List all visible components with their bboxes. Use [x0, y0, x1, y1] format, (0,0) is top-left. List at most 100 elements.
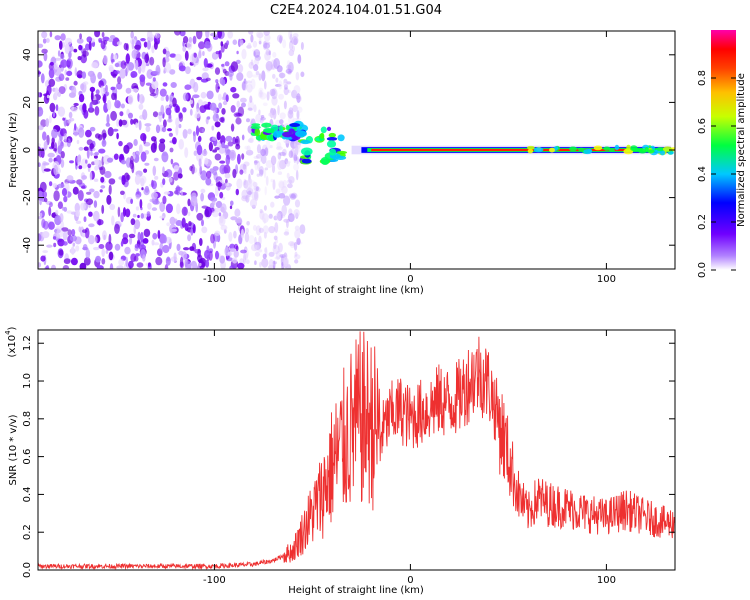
noise-blob	[121, 160, 127, 165]
noise-blob	[117, 76, 122, 85]
noise-blob	[48, 115, 52, 124]
noise-blob	[272, 179, 276, 191]
noise-blob	[152, 71, 159, 75]
noise-blob	[100, 176, 105, 183]
noise-blob	[283, 78, 288, 84]
noise-blob	[246, 80, 252, 84]
noise-blob	[96, 265, 104, 269]
noise-blob	[85, 159, 88, 164]
noise-blob	[184, 222, 189, 232]
noise-blob	[106, 114, 110, 125]
noise-blob	[256, 154, 262, 159]
noise-blob	[130, 198, 134, 204]
noise-blob	[251, 244, 258, 252]
noise-blob	[253, 156, 259, 159]
noise-blob	[46, 84, 52, 95]
noise-blob	[60, 151, 65, 159]
noise-blob	[291, 36, 299, 46]
noise-blob	[61, 227, 69, 232]
noise-blob	[179, 256, 184, 268]
noise-blob	[114, 100, 121, 109]
noise-blob	[100, 85, 104, 95]
noise-blob	[94, 106, 100, 116]
noise-blob	[239, 169, 244, 175]
noise-blob	[152, 77, 156, 82]
noise-blob	[135, 122, 139, 128]
noise-blob	[193, 81, 199, 93]
noise-blob	[268, 50, 271, 56]
noise-blob	[205, 177, 212, 186]
noise-blob	[54, 142, 58, 153]
noise-blob	[184, 50, 189, 61]
noise-blob	[244, 232, 250, 243]
noise-blob	[111, 92, 116, 101]
noise-blob	[161, 151, 169, 163]
noise-blob	[209, 102, 217, 111]
noise-blob	[229, 247, 236, 253]
noise-blob	[46, 244, 53, 248]
noise-blob	[240, 97, 247, 103]
noise-blob	[199, 165, 202, 175]
noise-blob	[57, 238, 65, 247]
noise-blob	[138, 144, 143, 154]
noise-blob	[270, 155, 277, 166]
noise-blob	[211, 200, 216, 206]
noise-blob	[105, 241, 113, 251]
noise-blob	[89, 126, 96, 132]
noise-blob	[284, 228, 289, 235]
noise-blob	[68, 111, 73, 119]
x-tick-label: -100	[203, 274, 226, 285]
noise-blob	[167, 118, 173, 123]
noise-blob	[288, 150, 294, 158]
noise-blob	[53, 242, 57, 248]
noise-blob	[43, 162, 50, 166]
noise-blob	[165, 94, 169, 102]
noise-blob	[168, 132, 173, 137]
y-tick-label: 1.2	[22, 335, 33, 351]
noise-blob	[204, 249, 210, 259]
noise-blob	[215, 182, 223, 187]
onset-blob	[326, 137, 338, 141]
noise-blob	[259, 209, 263, 214]
noise-blob	[128, 112, 133, 119]
noise-blob	[48, 206, 52, 217]
noise-blob	[187, 128, 192, 135]
noise-blob	[139, 74, 146, 83]
noise-blob	[89, 188, 95, 193]
noise-blob	[120, 240, 124, 247]
noise-blob	[218, 102, 223, 109]
noise-blob	[232, 136, 237, 145]
noise-blob	[279, 119, 284, 125]
onset-blob	[288, 128, 295, 133]
noise-blob	[196, 76, 203, 81]
noise-blob	[108, 178, 116, 185]
noise-blob	[138, 244, 146, 251]
noise-blob	[183, 36, 189, 44]
noise-blob	[253, 50, 256, 57]
tail-blob	[577, 147, 585, 152]
noise-blob	[135, 253, 140, 257]
noise-blob	[247, 190, 253, 195]
tail-blob	[603, 146, 611, 151]
noise-blob	[57, 50, 61, 57]
noise-blob	[43, 168, 51, 172]
noise-blob	[277, 65, 282, 71]
noise-blob	[266, 91, 270, 101]
noise-blob	[252, 49, 260, 53]
noise-blob	[205, 259, 210, 268]
noise-blob	[44, 197, 48, 203]
noise-blob	[45, 265, 50, 269]
noise-blob	[39, 181, 47, 193]
noise-blob	[206, 116, 211, 120]
noise-blob	[294, 251, 298, 257]
noise-blob	[196, 31, 203, 40]
noise-blob	[54, 35, 61, 41]
noise-blob	[299, 224, 306, 235]
noise-blob	[270, 201, 275, 208]
spectrogram-x-ticks: -100 0 100	[203, 31, 616, 285]
noise-blob	[63, 195, 68, 203]
noise-blob	[212, 136, 217, 141]
noise-blob	[66, 175, 74, 182]
noise-blob	[294, 259, 299, 264]
onset-blob	[289, 123, 301, 127]
